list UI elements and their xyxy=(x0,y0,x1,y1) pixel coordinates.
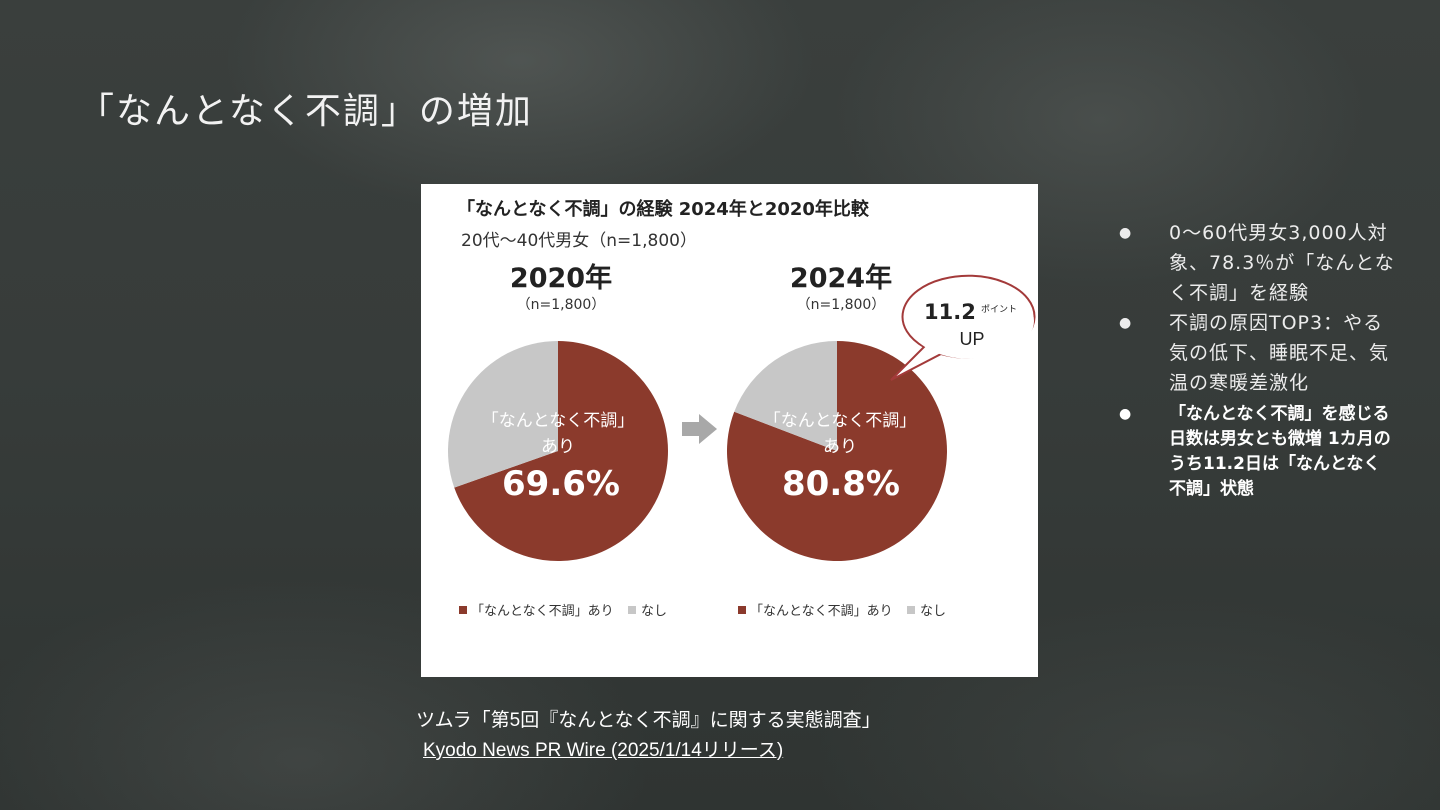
bullet-text: 「なんとなく不調」を感じる日数は男女とも微増 1カ月のうち11.2日は「なんとな… xyxy=(1169,404,1391,499)
legend-2024-label-nashi: なし xyxy=(920,604,946,619)
chart-panel: 「なんとなく不調」の経験 2024年と2020年比較 20代～40代男女（n=1… xyxy=(421,184,1038,677)
pie-2024 xyxy=(727,341,947,561)
pie-2020-value-label: 69.6% xyxy=(502,464,620,504)
legend-2020: 「なんとなく不調」あり なし xyxy=(459,604,667,619)
pie-2024-slice-nashi xyxy=(734,341,837,451)
legend-2024-label-ari: 「なんとなく不調」あり xyxy=(750,604,893,619)
pie-2024-value-label: 80.8% xyxy=(782,464,900,504)
source-link[interactable]: Kyodo News PR Wire (2025/1/14リリース) xyxy=(423,740,784,761)
source-line1: ツムラ「第5回『なんとなく不調』に関する実態調査」 xyxy=(416,710,881,731)
bullet-dot-icon: ● xyxy=(1119,406,1132,422)
bullet-dot-icon: ● xyxy=(1119,315,1133,331)
bullet-dot-icon: ● xyxy=(1119,225,1133,241)
bullet-item: ● 「なんとなく不調」を感じる日数は男女とも微増 1カ月のうち11.2日は「なん… xyxy=(1115,402,1395,502)
pie-2024-n-label: （n=1,800） xyxy=(797,297,886,313)
legend-2024: 「なんとなく不調」あり なし xyxy=(738,604,946,619)
pie-2024-center-label-line2: あり xyxy=(823,437,857,457)
callout-bubble xyxy=(890,274,1036,381)
pie-2024-year-label: 2024年 xyxy=(790,262,892,294)
arrow-right-icon xyxy=(682,414,717,444)
pie-chart-svg: 「なんとなく不調」の経験 2024年と2020年比較 20代～40代男女（n=1… xyxy=(448,198,1036,619)
callout-unit: ポイント xyxy=(981,304,1017,315)
pie-2020-slice-nashi xyxy=(448,341,558,488)
bullet-item: ● 0～60代男女3,000人対象、78.3％が「なんとなく不調」を経験 xyxy=(1115,218,1395,308)
source-citation: ツムラ「第5回『なんとなく不調』に関する実態調査」 Kyodo News PR … xyxy=(416,706,881,766)
bullet-text: 0～60代男女3,000人対象、78.3％が「なんとなく不調」を経験 xyxy=(1169,222,1395,304)
legend-2024-swatch-ari xyxy=(738,606,746,614)
pie-2020-slice-ari xyxy=(454,341,668,561)
callout-suffix: UP xyxy=(959,329,984,349)
legend-2020-swatch-nashi xyxy=(628,606,636,614)
pie-2020-center-label-line1: 「なんとなく不調」 xyxy=(482,411,635,431)
legend-2020-swatch-ari xyxy=(459,606,467,614)
chart-subtitle: 20代～40代男女（n=1,800） xyxy=(461,231,697,251)
bullet-item: ● 不調の原因TOP3：やる気の低下、睡眠不足、気温の寒暖差激化 xyxy=(1115,308,1395,398)
bullet-list: ● 0～60代男女3,000人対象、78.3％が「なんとなく不調」を経験 ● 不… xyxy=(1115,218,1395,502)
pie-2020 xyxy=(448,341,668,561)
chart-title: 「なんとなく不調」の経験 2024年と2020年比較 xyxy=(457,198,870,220)
legend-2020-label-ari: 「なんとなく不調」あり xyxy=(471,604,614,619)
bullet-text: 不調の原因TOP3：やる気の低下、睡眠不足、気温の寒暖差激化 xyxy=(1169,312,1390,394)
pie-2020-center-label-line2: あり xyxy=(541,437,575,457)
legend-2024-swatch-nashi xyxy=(907,606,915,614)
legend-2020-label-nashi: なし xyxy=(641,604,667,619)
callout-value: 11.2 xyxy=(924,300,976,324)
pie-2024-center-label-line1: 「なんとなく不調」 xyxy=(764,411,917,431)
pie-2020-n-label: （n=1,800） xyxy=(517,297,606,313)
slide-title: 「なんとなく不調」の増加 xyxy=(78,91,533,132)
pie-2020-year-label: 2020年 xyxy=(510,262,612,294)
